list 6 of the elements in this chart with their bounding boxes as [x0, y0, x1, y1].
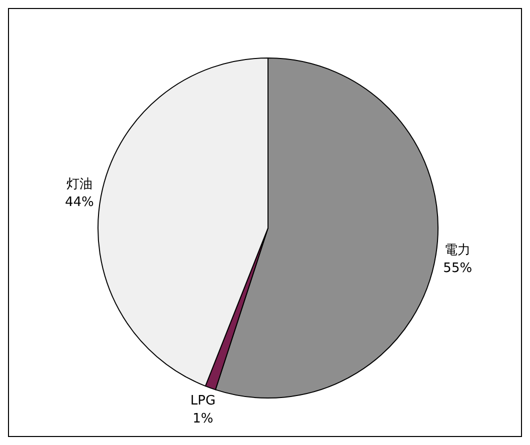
data-label: 44%	[64, 195, 94, 210]
slice-label: LPG	[190, 394, 216, 409]
data-label: 1%	[192, 412, 214, 427]
slice-label: 電力	[444, 243, 471, 258]
slice-label: 灯油	[66, 177, 92, 192]
data-label: 55%	[443, 261, 472, 276]
